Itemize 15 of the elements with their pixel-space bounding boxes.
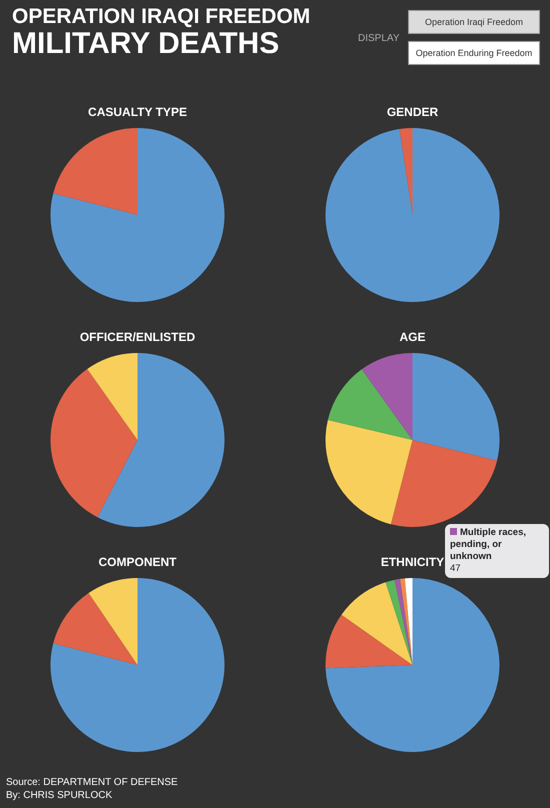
text: DISPLAY bbox=[358, 33, 400, 44]
legend-label: Multiple races, pending, or unknown bbox=[450, 527, 527, 563]
chart-title: COMPONENT bbox=[98, 555, 178, 569]
display-button: Operation Iraqi Freedom bbox=[408, 10, 540, 34]
display-button: Operation Enduring Freedom bbox=[408, 41, 540, 65]
chart-title: CASUALTY TYPE bbox=[88, 105, 187, 119]
chart-title: GENDER bbox=[386, 105, 438, 119]
source-note: Source: DEPARTMENT OF DEFENSE bbox=[6, 776, 178, 789]
text: 47 bbox=[450, 563, 462, 575]
chart-title: AGE bbox=[399, 330, 426, 344]
text: ETHNICITY bbox=[380, 555, 444, 569]
text: OPERATION IRAQI FREEDOM bbox=[12, 5, 310, 28]
chart-title: OFFICER/ENLISTED bbox=[80, 330, 196, 344]
text: MILITARY DEATHS bbox=[12, 27, 280, 60]
text: By: CHRIS SPURLOCK bbox=[6, 789, 114, 802]
